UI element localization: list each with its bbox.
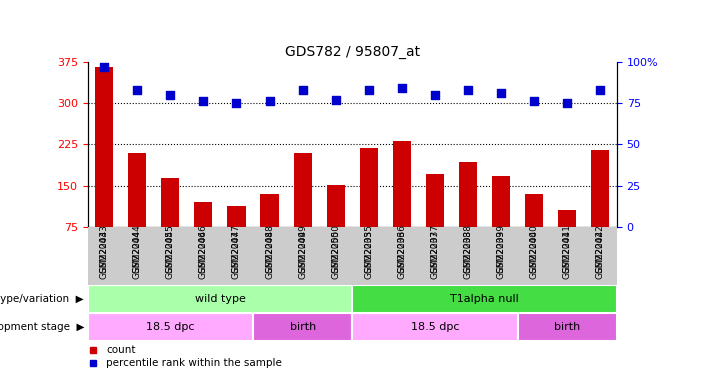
Point: [396, 85, 407, 91]
Text: GSM22041: GSM22041: [563, 230, 572, 279]
Bar: [353, 285, 617, 313]
Bar: [128, 153, 147, 227]
Point: [594, 87, 606, 93]
Text: T1alpha null: T1alpha null: [450, 294, 519, 304]
Bar: [88, 313, 253, 341]
Text: GSM22037: GSM22037: [430, 230, 440, 279]
Point: [231, 100, 242, 106]
Bar: [393, 141, 411, 227]
Point: [198, 99, 209, 105]
Bar: [227, 206, 245, 227]
Text: birth: birth: [290, 322, 315, 332]
Text: GSM22044: GSM22044: [132, 230, 142, 279]
Text: GSM22048: GSM22048: [265, 230, 274, 279]
Bar: [353, 313, 517, 341]
Point: [562, 100, 573, 106]
Point: [496, 90, 507, 96]
Text: percentile rank within the sample: percentile rank within the sample: [106, 358, 282, 368]
Bar: [253, 313, 353, 341]
Text: GSM22039: GSM22039: [496, 230, 505, 279]
Text: 18.5 dpc: 18.5 dpc: [146, 322, 195, 332]
Bar: [492, 176, 510, 227]
Point: [99, 64, 110, 70]
Bar: [327, 184, 345, 227]
Bar: [360, 148, 378, 227]
Bar: [459, 162, 477, 227]
Point: [429, 92, 440, 98]
Bar: [88, 285, 353, 313]
Bar: [525, 194, 543, 227]
Text: birth: birth: [554, 322, 580, 332]
Text: 18.5 dpc: 18.5 dpc: [411, 322, 459, 332]
Point: [165, 92, 176, 98]
Text: GSM22036: GSM22036: [397, 230, 407, 279]
Point: [363, 87, 374, 93]
Text: genotype/variation  ▶: genotype/variation ▶: [0, 294, 84, 304]
Bar: [261, 194, 279, 227]
Text: development stage  ▶: development stage ▶: [0, 322, 84, 332]
Text: GSM22047: GSM22047: [232, 230, 241, 279]
Title: GDS782 / 95807_at: GDS782 / 95807_at: [285, 45, 420, 60]
Text: GSM22035: GSM22035: [365, 230, 374, 279]
Text: wild type: wild type: [194, 294, 245, 304]
Text: GSM22049: GSM22049: [298, 230, 307, 279]
Text: count: count: [106, 345, 136, 355]
Bar: [161, 178, 179, 227]
Point: [297, 87, 308, 93]
Text: GSM22042: GSM22042: [596, 230, 605, 279]
Text: GSM22046: GSM22046: [199, 230, 208, 279]
Point: [132, 87, 143, 93]
Text: GSM22043: GSM22043: [100, 230, 109, 279]
Point: [529, 99, 540, 105]
Bar: [426, 174, 444, 227]
Text: GSM22045: GSM22045: [166, 230, 175, 279]
Text: GSM22050: GSM22050: [331, 230, 340, 279]
Point: [330, 97, 341, 103]
Bar: [194, 202, 212, 227]
Text: GSM22038: GSM22038: [463, 230, 472, 279]
Point: [463, 87, 474, 93]
Bar: [95, 68, 114, 227]
Bar: [294, 153, 312, 227]
Bar: [517, 313, 617, 341]
Point: [264, 99, 275, 105]
Bar: [591, 150, 609, 227]
Bar: [558, 210, 576, 227]
Text: GSM22040: GSM22040: [530, 230, 538, 279]
